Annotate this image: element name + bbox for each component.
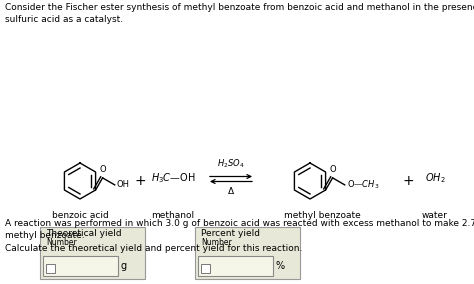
Text: Consider the Fischer ester synthesis of methyl benzoate from benzoic acid and me: Consider the Fischer ester synthesis of … [5,3,474,24]
Text: Number: Number [201,238,232,247]
FancyBboxPatch shape [195,227,300,279]
FancyBboxPatch shape [40,227,145,279]
Text: %: % [276,261,285,271]
Text: benzoic acid: benzoic acid [52,211,109,220]
Text: $OH_2$: $OH_2$ [425,171,445,185]
FancyBboxPatch shape [201,264,210,273]
Text: g: g [121,261,127,271]
Text: methanol: methanol [151,211,194,220]
Text: O: O [329,165,336,174]
Text: $H_3C$—OH: $H_3C$—OH [151,171,195,185]
Text: Theoretical yield: Theoretical yield [46,229,122,238]
Text: methyl benzoate: methyl benzoate [283,211,360,220]
Text: O: O [99,165,106,174]
Text: A reaction was performed in which 3.0 g of benzoic acid was reacted with excess : A reaction was performed in which 3.0 g … [5,219,474,253]
Text: Number: Number [46,238,77,247]
Text: OH: OH [117,180,130,189]
FancyBboxPatch shape [198,256,273,276]
Text: $H_2SO_4$: $H_2SO_4$ [217,158,245,170]
FancyBboxPatch shape [46,264,55,273]
FancyBboxPatch shape [43,256,118,276]
Text: +: + [134,174,146,188]
Text: Percent yield: Percent yield [201,229,260,238]
Text: O—$CH_3$: O—$CH_3$ [346,179,379,191]
Text: +: + [402,174,414,188]
Text: $\Delta$: $\Delta$ [227,185,235,196]
Text: water: water [422,211,448,220]
